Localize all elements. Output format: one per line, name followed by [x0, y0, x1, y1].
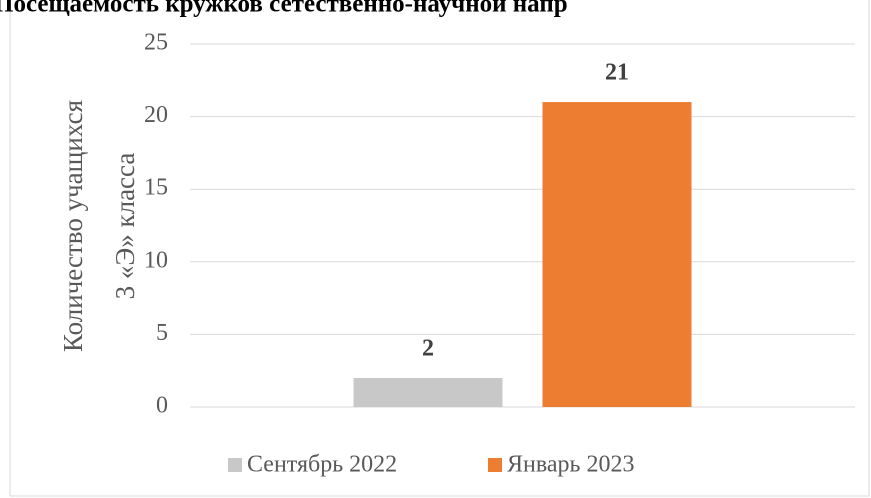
bar — [542, 102, 692, 407]
y-axis-label: 3 «Э» класса — [110, 153, 140, 300]
y-tick-label: 5 — [156, 320, 168, 346]
legend-label: Сентябрь 2022 — [247, 452, 397, 478]
bar — [353, 377, 503, 407]
y-tick-label: 25 — [144, 30, 168, 56]
data-label: 21 — [605, 60, 629, 86]
legend-swatch — [228, 458, 242, 472]
y-tick-label: 20 — [144, 102, 168, 128]
data-label: 2 — [422, 335, 434, 361]
y-tick-label: 15 — [144, 175, 168, 201]
chart-title: Посещаемость кружков сетественно-научной… — [0, 0, 568, 18]
legend-swatch — [488, 458, 502, 472]
legend-label: Январь 2023 — [507, 452, 634, 478]
y-tick-label: 10 — [144, 247, 168, 273]
chart-frame — [9, 0, 870, 497]
y-tick-label: 0 — [156, 393, 168, 419]
y-axis-label: Количество учащихся — [58, 100, 88, 352]
